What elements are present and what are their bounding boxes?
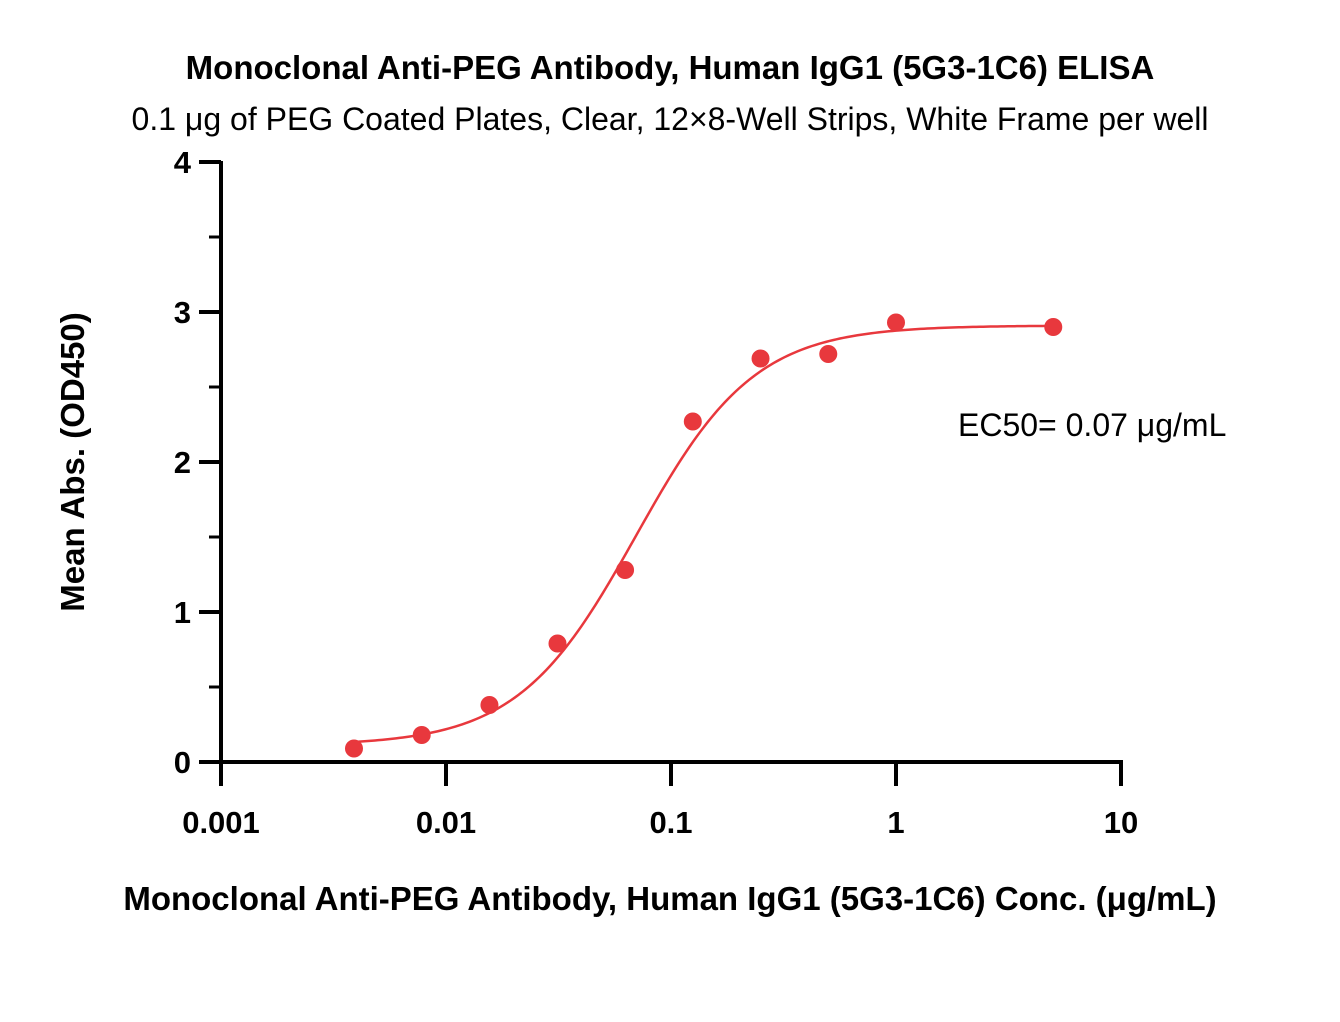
chart-subtitle: 0.1 μg of PEG Coated Plates, Clear, 12×8… [132, 101, 1209, 137]
x-tick-label: 0.001 [182, 805, 260, 840]
data-point [683, 412, 702, 431]
data-point [412, 726, 431, 744]
data-point [751, 349, 770, 368]
x-tick-label: 10 [1104, 805, 1138, 840]
y-tick-label: 3 [174, 295, 191, 330]
data-points-layer [344, 313, 1063, 758]
axes-group: 0 1 2 3 4 0.001 0.01 0.1 1 10 [174, 145, 1138, 840]
data-point [548, 634, 567, 653]
ec50-annotation: EC50= 0.07 μg/mL [958, 407, 1226, 443]
y-tick-label: 0 [174, 745, 191, 780]
data-point [344, 739, 363, 758]
fit-curve-layer [353, 324, 1054, 744]
data-point [480, 696, 499, 714]
data-point [887, 313, 905, 332]
y-tick-label: 2 [174, 445, 191, 480]
x-tick-label: 0.01 [416, 805, 476, 840]
y-axis-label: Mean Abs. (OD450) [54, 312, 91, 612]
fit-curve [353, 324, 1054, 744]
y-tick-label: 4 [174, 145, 192, 180]
x-tick-label: 1 [887, 805, 904, 840]
data-point [1044, 318, 1063, 336]
data-point [616, 561, 635, 579]
y-tick-label: 1 [174, 595, 191, 630]
x-tick-label: 0.1 [649, 805, 692, 840]
x-axis-label: Monoclonal Anti-PEG Antibody, Human IgG1… [123, 880, 1216, 917]
data-point [819, 345, 838, 363]
chart-title: Monoclonal Anti-PEG Antibody, Human IgG1… [186, 49, 1155, 86]
